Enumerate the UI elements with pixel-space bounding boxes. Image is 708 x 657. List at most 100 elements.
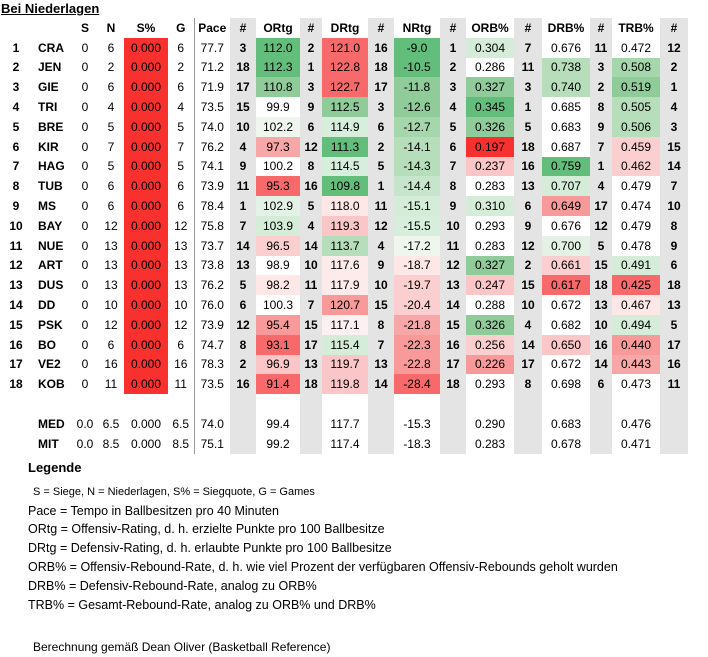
- cell-orb-rank: 11: [514, 57, 542, 78]
- cell-team: HAG: [38, 159, 65, 174]
- cell-drtg-rank: 12: [368, 215, 394, 236]
- cell-ortg: 91.4: [256, 374, 300, 395]
- cell-nrtg: -12.6: [394, 97, 440, 117]
- cell-drb-rank: 11: [590, 37, 612, 58]
- cell-nrtg: -19.7: [394, 275, 440, 296]
- legend-line-drb: DRB% = Defensiv-Rebound-Rate, analog zu …: [28, 579, 317, 593]
- cell-orb: 0.326: [466, 116, 514, 137]
- cell-pace: 76.2: [200, 278, 224, 293]
- cell-drb: 0.698: [542, 374, 590, 395]
- summary-drtg-rank: [368, 413, 394, 434]
- cell-games: 13: [168, 275, 195, 296]
- cell-drb-rank: 6: [590, 374, 612, 395]
- cell-trb: 0.459: [612, 136, 660, 157]
- cell-drb: 0.650: [542, 334, 590, 355]
- cell-trb-rank: 5: [660, 314, 688, 335]
- cell-wins: 0: [81, 179, 89, 194]
- cell-drtg-rank: 5: [368, 156, 394, 177]
- cell-trb: 0.505: [612, 97, 660, 117]
- cell-drb-rank: 4: [590, 176, 612, 197]
- cell-drb: 0.676: [542, 215, 590, 236]
- summary-pace: 74.0: [200, 416, 224, 431]
- cell-ortg: 93.1: [256, 334, 300, 355]
- cell-orb: 0.283: [466, 235, 514, 256]
- cell-nrtg: -15.1: [394, 196, 440, 216]
- header-drtg: DRtg: [330, 20, 360, 35]
- summary-drtg-rank: [368, 433, 394, 454]
- cell-nrtg: -21.8: [394, 314, 440, 335]
- cell-drtg-rank: 1: [368, 176, 394, 197]
- cell-orb-rank: 18: [514, 136, 542, 157]
- cell-wins: 0: [81, 40, 89, 55]
- cell-drtg: 119.7: [322, 354, 368, 375]
- cell-ortg-rank: 4: [300, 215, 322, 236]
- cell-drtg: 113.7: [322, 235, 368, 256]
- cell-drb: 0.676: [542, 37, 590, 58]
- header-ortg: ORtg: [263, 20, 293, 35]
- cell-drb: 0.672: [542, 295, 590, 315]
- cell-games: 7: [168, 136, 195, 157]
- cell-drb-rank: 2: [590, 77, 612, 98]
- cell-wins: 0: [81, 258, 89, 273]
- cell-trb-rank: 9: [660, 235, 688, 256]
- cell-pace-rank: 13: [230, 255, 256, 276]
- table-row: 8 TUB 0 6 0.000 6 73.9 11 95.3 16 109.8 1 -14.4 8 0.28…: [0, 176, 688, 197]
- cell-games: 11: [168, 374, 195, 395]
- cell-drb: 0.649: [542, 196, 590, 216]
- spacer-cell: [124, 394, 168, 414]
- spacer-cell: [322, 394, 368, 414]
- cell-team: BAY: [38, 218, 63, 233]
- cell-drtg: 117.1: [322, 314, 368, 335]
- header-pace: Pace: [198, 20, 227, 35]
- summary-ortg: 99.2: [266, 436, 290, 451]
- table-row: 16 BO 0 6 0.000 6 74.7 8 93.1 17 115.4 7 -22.3 16 0.25…: [0, 334, 688, 355]
- cell-trb: 0.478: [612, 235, 660, 256]
- cell-ortg: 95.3: [256, 176, 300, 197]
- spacer-cell: [0, 394, 32, 414]
- cell-losses: 13: [104, 278, 118, 293]
- cell-team: VE2: [38, 357, 61, 372]
- cell-rank: 8: [12, 179, 20, 194]
- cell-drtg-rank: 9: [368, 255, 394, 276]
- cell-drtg: 119.8: [322, 374, 368, 395]
- header-trb-rank: #: [660, 18, 688, 38]
- cell-team: TRI: [38, 100, 58, 115]
- cell-ortg: 100.2: [256, 156, 300, 177]
- cell-drb: 0.700: [542, 235, 590, 256]
- cell-games: 6: [168, 176, 195, 197]
- cell-team: NUE: [38, 238, 64, 253]
- cell-trb: 0.467: [612, 295, 660, 315]
- cell-games: 12: [168, 314, 195, 335]
- header-team: [32, 18, 72, 38]
- cell-trb: 0.440: [612, 334, 660, 355]
- cell-team: KIR: [38, 139, 59, 154]
- summary-orb: 0.283: [474, 436, 506, 451]
- spacer-cell: [98, 394, 124, 414]
- header-orb: ORB%: [471, 20, 509, 35]
- cell-orb: 0.304: [466, 37, 514, 58]
- cell-nrtg: -12.7: [394, 116, 440, 137]
- cell-orb-rank: 15: [514, 275, 542, 296]
- cell-team: MS: [38, 199, 56, 214]
- cell-wins: 0: [81, 100, 89, 115]
- cell-nrtg: -17.2: [394, 235, 440, 256]
- cell-drtg: 118.0: [322, 196, 368, 216]
- summary-rank: [0, 414, 32, 434]
- cell-rank: 4: [12, 100, 20, 115]
- cell-drtg-rank: 15: [368, 295, 394, 315]
- header-win-pct: S%: [136, 20, 156, 35]
- header-ortg-rank: #: [300, 18, 322, 38]
- cell-ortg-rank: 16: [300, 176, 322, 197]
- summary-win-pct: 0.000: [130, 436, 162, 451]
- cell-ortg: 98.9: [256, 255, 300, 276]
- cell-games: 2: [168, 57, 195, 78]
- cell-losses: 10: [104, 298, 118, 313]
- cell-ortg-rank: 1: [300, 57, 322, 78]
- cell-drb: 0.682: [542, 314, 590, 335]
- table-row: 17 VE2 0 16 0.000 16 78.3 2 96.9 13 119.7 13 -22.8 17…: [0, 354, 688, 375]
- cell-games: 6: [168, 334, 195, 355]
- cell-win-pct: 0.000: [124, 255, 168, 276]
- spacer-cell: [230, 394, 256, 414]
- cell-win-pct: 0.000: [124, 374, 168, 395]
- table-row: 1 CRA 0 6 0.000 6 77.7 3 112.0 2 121.0 16 -9.0 1 0.304…: [0, 37, 688, 58]
